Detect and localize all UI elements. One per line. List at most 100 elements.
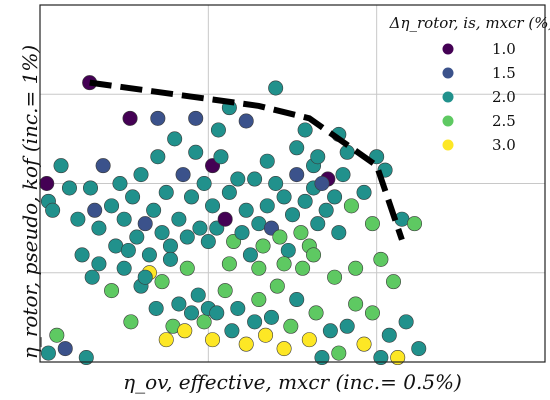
scatter-point <box>61 180 77 196</box>
scatter-point <box>122 110 138 126</box>
scatter-point <box>146 202 162 218</box>
scatter-point <box>364 216 380 232</box>
scatter-point <box>137 216 153 232</box>
scatter-point <box>154 225 170 241</box>
scatter-point <box>230 300 246 316</box>
legend-title: Δη_rotor, is, mxcr (%) <box>389 14 550 32</box>
scatter-point <box>314 350 330 366</box>
scatter-point <box>210 122 226 138</box>
scatter-point <box>40 345 56 361</box>
scatter-point <box>339 144 355 160</box>
scatter-point <box>364 305 380 321</box>
scatter-point <box>327 269 343 285</box>
scatter-point <box>356 184 372 200</box>
scatter-point <box>238 113 254 129</box>
scatter-point <box>308 305 324 321</box>
scatter-point <box>339 318 355 334</box>
scatter-point <box>331 345 347 361</box>
scatter-point <box>179 229 195 245</box>
scatter-point <box>310 149 326 165</box>
scatter-point <box>221 256 237 272</box>
legend-marker <box>442 139 454 151</box>
scatter-point <box>289 167 305 183</box>
scatter-point <box>373 251 389 267</box>
scatter-point <box>268 176 284 192</box>
scatter-point <box>385 274 401 290</box>
scatter-point <box>74 247 90 263</box>
scatter-point <box>129 229 145 245</box>
scatter-point <box>276 341 292 357</box>
scatter-point <box>192 220 208 236</box>
scatter-point <box>234 225 250 241</box>
scatter-point <box>123 314 139 330</box>
scatter-point <box>407 216 423 232</box>
scatter-point <box>53 158 69 174</box>
scatter-point <box>259 198 275 214</box>
scatter-point <box>327 189 343 205</box>
scatter-point <box>276 256 292 272</box>
scatter-point <box>258 327 274 343</box>
scatter-point <box>84 269 100 285</box>
scatter-point <box>125 189 141 205</box>
scatter-point <box>78 350 94 366</box>
scatter-point <box>251 216 267 232</box>
scatter-point <box>196 176 212 192</box>
scatter-point <box>293 225 309 241</box>
scatter-point <box>221 184 237 200</box>
scatter-point <box>348 296 364 312</box>
scatter-point <box>108 238 124 254</box>
scatter-point <box>120 242 136 258</box>
scatter-point <box>95 158 111 174</box>
scatter-point <box>209 305 225 321</box>
scatter-point <box>259 153 275 169</box>
scatter-point <box>251 260 267 276</box>
scatter-point <box>283 318 299 334</box>
scatter-point <box>171 296 187 312</box>
scatter-point <box>314 176 330 192</box>
scatter-point <box>247 314 263 330</box>
scatter-point <box>171 211 187 227</box>
scatter-point <box>137 269 153 285</box>
scatter-point <box>268 80 284 96</box>
scatter-point <box>398 314 414 330</box>
scatter-point <box>411 341 427 357</box>
scatter-point <box>200 234 216 250</box>
scatter-point <box>343 198 359 214</box>
scatter-point <box>49 327 65 343</box>
scatter-point <box>141 247 157 263</box>
legend-label: 2.0 <box>492 88 516 106</box>
scatter-point <box>348 260 364 276</box>
scatter-point <box>154 274 170 290</box>
scatter-point <box>70 211 86 227</box>
scatter-point <box>116 211 132 227</box>
scatter-point <box>83 180 99 196</box>
scatter-point <box>217 283 233 299</box>
scatter-point <box>295 260 311 276</box>
scatter-point <box>91 256 107 272</box>
scatter-point <box>87 202 103 218</box>
scatter-point <box>297 122 313 138</box>
scatter-point <box>242 247 258 263</box>
scatter-point <box>269 278 285 294</box>
scatter-point <box>148 300 164 316</box>
scatter-point <box>284 207 300 223</box>
scatter-point <box>162 238 178 254</box>
scatter-point <box>247 171 263 187</box>
scatter-point <box>177 323 193 339</box>
scatter-point <box>230 171 246 187</box>
scatter-point <box>289 140 305 156</box>
scatter-point <box>188 110 204 126</box>
frontier-dashed-line <box>89 79 405 241</box>
scatter-point <box>276 189 292 205</box>
scatter-point <box>150 149 166 165</box>
y-axis-label: η_rotor, pseudo, kof (inc.= 1%) <box>18 44 42 360</box>
scatter-point <box>272 229 288 245</box>
scatter-points <box>39 75 427 366</box>
scatter-point <box>184 189 200 205</box>
scatter-point <box>322 323 338 339</box>
scatter-point <box>224 323 240 339</box>
scatter-point <box>175 167 191 183</box>
scatter-point <box>373 350 389 366</box>
